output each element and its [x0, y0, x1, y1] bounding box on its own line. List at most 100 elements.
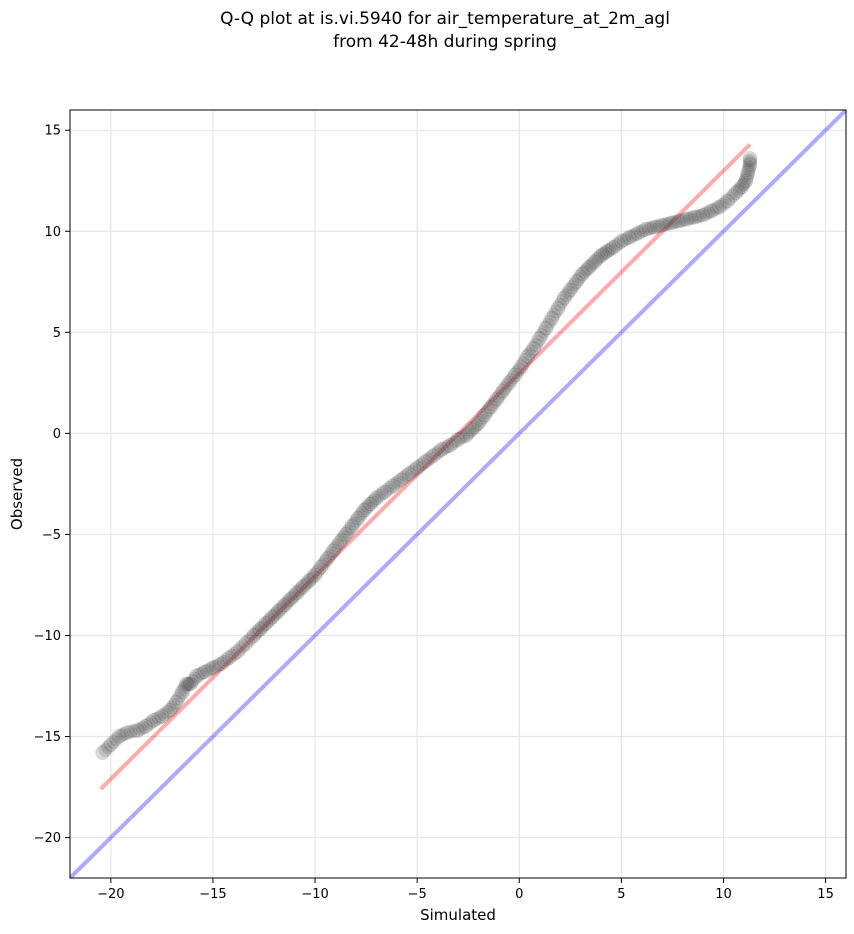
data-point — [431, 444, 446, 459]
data-point — [440, 439, 455, 454]
data-point — [297, 577, 312, 592]
data-point — [513, 359, 529, 375]
data-point — [101, 740, 116, 755]
data-point — [568, 274, 584, 290]
data-point — [743, 153, 758, 168]
data-point — [550, 300, 566, 316]
plot-frame — [69, 109, 847, 879]
data-point — [549, 304, 564, 319]
data-point — [741, 162, 756, 177]
data-point — [225, 648, 240, 663]
data-point — [167, 697, 182, 712]
data-point — [126, 724, 141, 739]
data-point — [129, 722, 145, 738]
data-point — [103, 737, 119, 753]
data-point — [330, 538, 345, 553]
data-point — [168, 694, 184, 710]
data-point — [473, 413, 488, 428]
data-point — [479, 405, 494, 420]
data-point — [674, 213, 689, 228]
x-tick-label: 15 — [817, 887, 834, 902]
data-point — [458, 427, 474, 443]
data-point — [519, 349, 535, 365]
y-tick-label: 0 — [53, 427, 61, 442]
data-point — [312, 562, 327, 577]
data-point — [711, 199, 727, 215]
data-point — [325, 543, 341, 559]
y-tick-label: 10 — [44, 225, 61, 240]
data-point — [342, 522, 357, 537]
data-point — [401, 466, 417, 482]
data-point — [174, 684, 190, 700]
data-point — [540, 317, 555, 332]
data-point — [216, 654, 231, 669]
data-point — [138, 718, 154, 734]
data-point — [205, 660, 221, 676]
data-point — [742, 151, 758, 167]
data-point — [338, 526, 354, 542]
x-tick-label: 10 — [715, 887, 732, 902]
data-point — [630, 225, 646, 241]
data-point — [372, 489, 387, 504]
data-point — [654, 217, 670, 233]
data-point — [283, 591, 299, 607]
data-point — [538, 320, 554, 336]
data-point — [544, 310, 560, 326]
data-point — [192, 667, 207, 682]
data-point — [608, 238, 623, 253]
data-point — [742, 160, 757, 175]
data-point — [693, 208, 708, 223]
data-point — [361, 499, 376, 514]
data-point — [95, 745, 111, 761]
data-point — [728, 185, 744, 201]
data-point — [257, 618, 271, 633]
data-point — [573, 269, 588, 284]
data-point — [319, 551, 335, 567]
data-point — [396, 470, 411, 485]
chart-title-line-2: from 42-48h during spring — [333, 32, 557, 52]
data-point — [421, 452, 436, 467]
x-tick-label: 0 — [515, 887, 523, 902]
data-point — [463, 424, 478, 439]
data-point — [743, 155, 758, 170]
data-point — [295, 579, 311, 595]
data-point — [213, 656, 229, 672]
data-point — [109, 732, 124, 747]
data-point — [740, 168, 755, 183]
data-point — [646, 219, 662, 235]
data-point — [575, 266, 591, 282]
y-tick-label: −10 — [34, 629, 61, 644]
data-point — [276, 597, 292, 613]
data-point — [504, 373, 519, 388]
chart-title-line-1: Q-Q plot at is.vi.5940 for air_temperatu… — [220, 9, 670, 29]
data-point — [289, 585, 305, 601]
data-point — [666, 215, 681, 230]
data-point — [493, 386, 508, 401]
data-point — [625, 228, 640, 243]
data-point — [355, 505, 370, 520]
data-point — [599, 243, 615, 259]
data-point — [619, 231, 634, 246]
data-point — [730, 183, 745, 198]
y-tick-label: −20 — [34, 831, 61, 846]
data-point — [332, 535, 348, 551]
data-point — [393, 472, 409, 488]
data-point — [723, 191, 738, 206]
data-point — [263, 612, 278, 627]
data-point — [742, 157, 758, 173]
reference-lines — [70, 110, 846, 878]
data-point — [567, 277, 582, 292]
data-point — [487, 394, 502, 409]
data-point — [368, 490, 384, 506]
data-point — [738, 173, 754, 189]
data-point — [555, 294, 570, 309]
data-point — [638, 221, 654, 237]
data-point — [477, 407, 493, 423]
data-point — [660, 216, 675, 231]
data-point — [510, 365, 525, 380]
data-point — [388, 476, 403, 491]
data-point — [285, 590, 300, 605]
data-point — [617, 233, 632, 248]
data-point — [516, 356, 531, 371]
